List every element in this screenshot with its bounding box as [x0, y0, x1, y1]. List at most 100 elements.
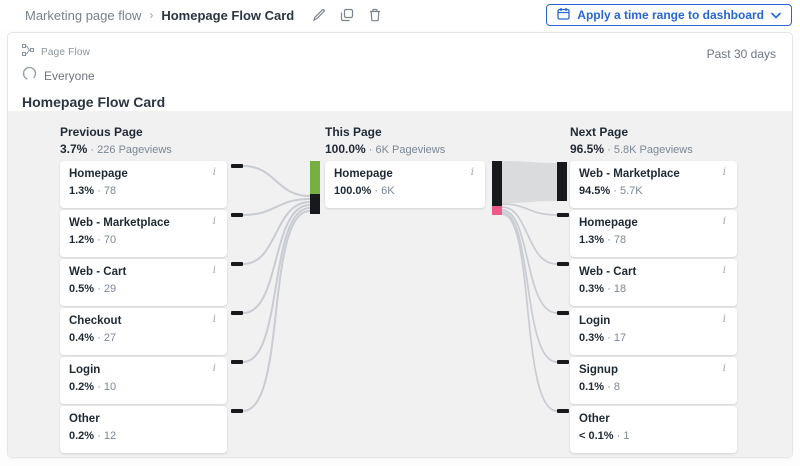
page-flow-card: Page Flow Everyone Past 30 days Homepage… — [7, 32, 793, 458]
breadcrumb-current: Homepage Flow Card — [161, 7, 295, 23]
node-count: 78 — [613, 234, 627, 246]
column-header-next: Next Page 96.5% · 5.8K Pageviews — [570, 125, 693, 156]
duplicate-icon[interactable] — [340, 8, 354, 22]
marketplace-entry-bar — [557, 162, 567, 201]
flow-node-card[interactable]: Web - Cart i 0.3% · 18 — [570, 259, 737, 306]
info-icon[interactable]: i — [212, 314, 216, 325]
flow-node-card[interactable]: Homepage i 1.3% · 78 — [570, 210, 737, 257]
next-pages-column: Web - Marketplace i 94.5% · 5.7K Homepag… — [570, 161, 737, 453]
flow-node-card[interactable]: Login i 0.2% · 10 — [60, 357, 227, 404]
flow-node-card[interactable]: Other i 0.2% · 12 — [60, 406, 227, 453]
segment-label[interactable]: Everyone — [44, 69, 95, 83]
card-title: Homepage Flow Card — [22, 94, 166, 110]
page-flow-icon — [22, 43, 34, 61]
node-page-name: Homepage — [69, 168, 128, 180]
info-icon[interactable]: i — [212, 167, 216, 178]
node-separator: · — [97, 381, 101, 393]
entry-bar-black — [310, 194, 320, 214]
flow-node-card[interactable]: Web - Marketplace i 1.2% · 70 — [60, 210, 227, 257]
node-separator: · — [607, 234, 611, 246]
node-page-name: Other — [579, 413, 610, 425]
breadcrumb-parent-link[interactable]: Marketing page flow — [25, 7, 142, 23]
node-count: 5.7K — [620, 185, 643, 197]
node-page-name: Checkout — [69, 315, 122, 327]
node-percentage: < 0.1% — [579, 430, 614, 442]
node-page-name: Signup — [579, 364, 618, 376]
flow-links-canvas — [231, 161, 569, 413]
flow-node-card[interactable]: Signup i 0.1% · 8 — [570, 357, 737, 404]
node-separator: · — [97, 283, 101, 295]
node-separator: · — [97, 430, 101, 442]
info-icon[interactable]: i — [212, 216, 216, 227]
node-count: 29 — [103, 283, 117, 295]
flow-node-card[interactable]: Homepage i 100.0% · 6K — [325, 161, 485, 208]
flow-node-card[interactable]: Checkout i 0.4% · 27 — [60, 308, 227, 355]
edit-icon[interactable] — [312, 8, 326, 22]
info-icon[interactable]: i — [212, 363, 216, 374]
previous-pages-column: Homepage i 1.3% · 78 Web - Marketplace i… — [60, 161, 227, 453]
node-page-name: Homepage — [334, 168, 393, 180]
node-percentage: 1.3% — [69, 185, 95, 197]
node-page-name: Other — [69, 413, 100, 425]
breadcrumb-separator: › — [149, 8, 154, 22]
chevron-down-icon — [771, 8, 781, 22]
node-percentage: 0.1% — [579, 381, 605, 393]
info-icon[interactable]: i — [722, 314, 726, 325]
flow-node-card[interactable]: Web - Marketplace i 94.5% · 5.7K — [570, 161, 737, 208]
column-header-this: This Page 100.0% · 6K Pageviews — [325, 125, 446, 156]
flow-node-card[interactable]: Web - Cart i 0.5% · 29 — [60, 259, 227, 306]
node-separator: · — [607, 381, 611, 393]
node-page-name: Web - Cart — [69, 266, 127, 278]
node-percentage: 0.3% — [579, 332, 605, 344]
segment-circle-icon — [22, 66, 37, 86]
apply-time-range-label: Apply a time range to dashboard — [577, 8, 764, 22]
node-percentage: 94.5% — [579, 185, 611, 197]
flow-node-card[interactable]: Login i 0.3% · 17 — [570, 308, 737, 355]
info-icon[interactable]: i — [722, 216, 726, 227]
delete-icon[interactable] — [368, 8, 382, 22]
node-percentage: 1.2% — [69, 234, 95, 246]
flow-visualization: Previous Page 3.7% · 226 Pageviews This … — [8, 111, 792, 457]
node-separator: · — [613, 185, 617, 197]
node-separator: · — [97, 332, 101, 344]
apply-time-range-button[interactable]: Apply a time range to dashboard — [546, 4, 792, 26]
node-count: 1 — [623, 430, 630, 442]
node-percentage: 0.5% — [69, 283, 95, 295]
node-count: 10 — [103, 381, 117, 393]
node-count: 18 — [613, 283, 627, 295]
node-count: 12 — [103, 430, 117, 442]
top-bar: Marketing page flow › Homepage Flow Card… — [0, 0, 800, 30]
info-icon[interactable]: i — [722, 363, 726, 374]
node-page-name: Web - Marketplace — [69, 217, 170, 229]
date-range-label: Past 30 days — [706, 47, 776, 61]
node-count: 6K — [381, 185, 395, 197]
flow-node-card[interactable]: Other i < 0.1% · 1 — [570, 406, 737, 453]
node-separator: · — [607, 332, 611, 344]
node-count: 17 — [613, 332, 627, 344]
column-header-previous: Previous Page 3.7% · 226 Pageviews — [60, 125, 172, 156]
entry-bar-green — [310, 161, 320, 194]
node-page-name: Homepage — [579, 217, 638, 229]
card-header: Page Flow Everyone Past 30 days Homepage… — [8, 33, 792, 111]
this-page-column: Homepage i 100.0% · 6K — [325, 161, 485, 208]
node-count: 70 — [103, 234, 117, 246]
node-separator: · — [616, 430, 621, 442]
flow-node-card[interactable]: Homepage i 1.3% · 78 — [60, 161, 227, 208]
node-page-name: Login — [69, 364, 101, 376]
node-percentage: 0.2% — [69, 381, 95, 393]
info-icon[interactable]: i — [212, 265, 216, 276]
info-icon[interactable]: i — [722, 167, 726, 178]
node-separator: · — [97, 234, 101, 246]
exit-bar-black — [492, 161, 502, 206]
node-separator: · — [607, 283, 611, 295]
info-icon[interactable]: i — [470, 167, 474, 178]
node-page-name: Web - Marketplace — [579, 168, 680, 180]
chart-type-label: Page Flow — [41, 46, 91, 58]
node-percentage: 0.4% — [69, 332, 95, 344]
node-count: 78 — [103, 185, 117, 197]
calendar-icon — [557, 7, 570, 23]
breadcrumb: Marketing page flow › Homepage Flow Card — [25, 8, 294, 23]
node-count: 8 — [613, 381, 620, 393]
exit-bar-pink — [492, 206, 502, 215]
info-icon[interactable]: i — [722, 265, 726, 276]
